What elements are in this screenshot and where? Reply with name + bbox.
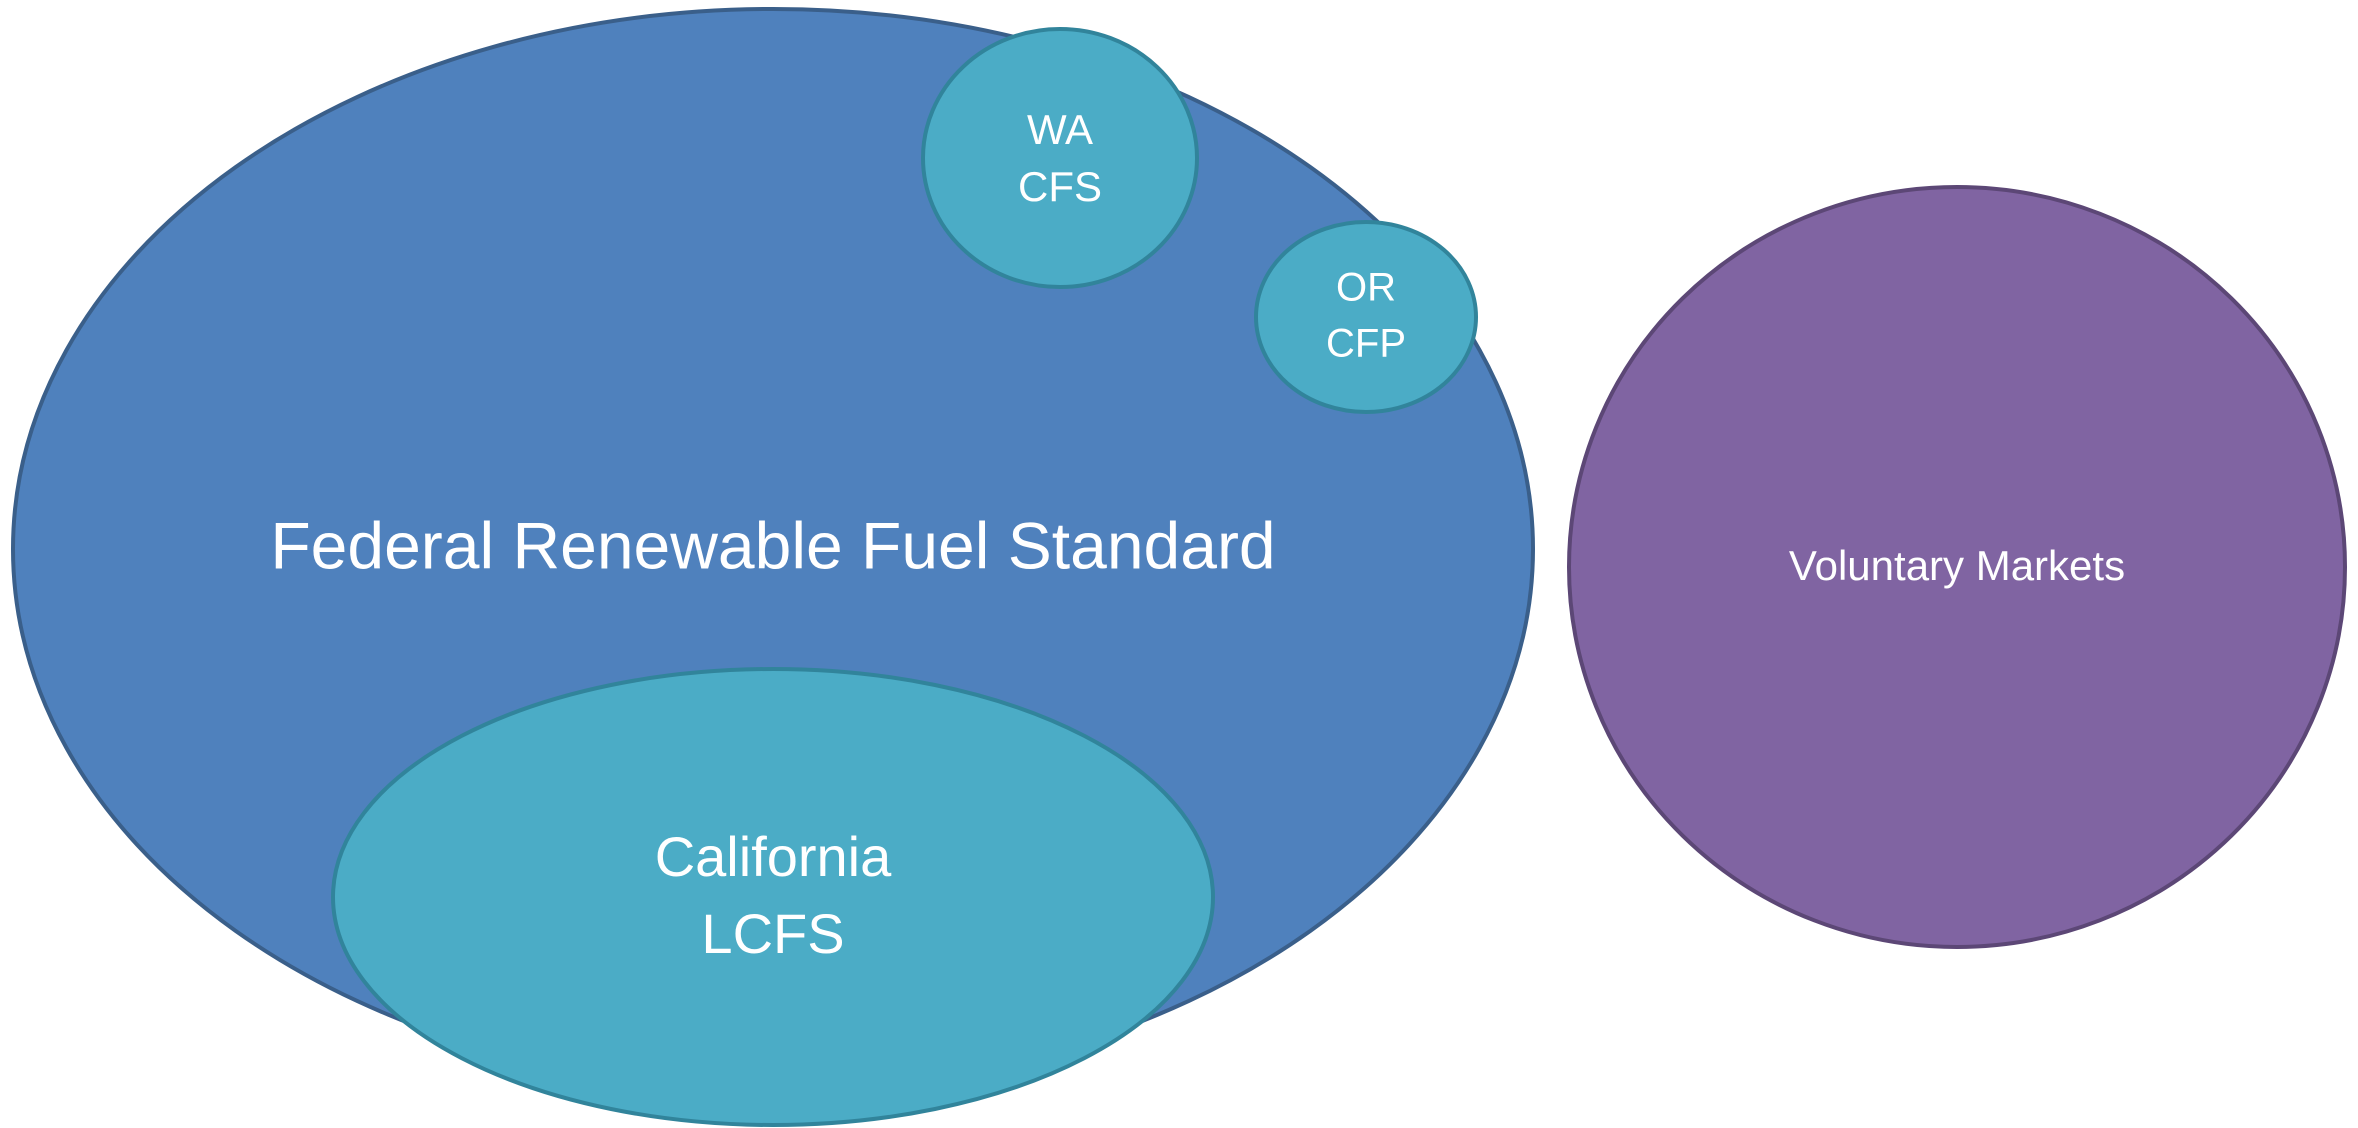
wa-ellipse xyxy=(921,27,1199,289)
california-label: California xyxy=(655,825,892,888)
california-label: LCFS xyxy=(701,902,844,965)
wa-label: WA xyxy=(1027,106,1093,153)
voluntary-ellipse xyxy=(1567,185,2347,949)
voluntary-label: Voluntary Markets xyxy=(1789,542,2125,589)
or-label: CFP xyxy=(1326,322,1406,366)
california-ellipse xyxy=(331,667,1215,1127)
or-ellipse xyxy=(1254,220,1478,414)
wa-label: CFS xyxy=(1018,163,1102,210)
federal-label: Federal Renewable Fuel Standard xyxy=(270,508,1275,582)
or-label: OR xyxy=(1336,266,1396,310)
